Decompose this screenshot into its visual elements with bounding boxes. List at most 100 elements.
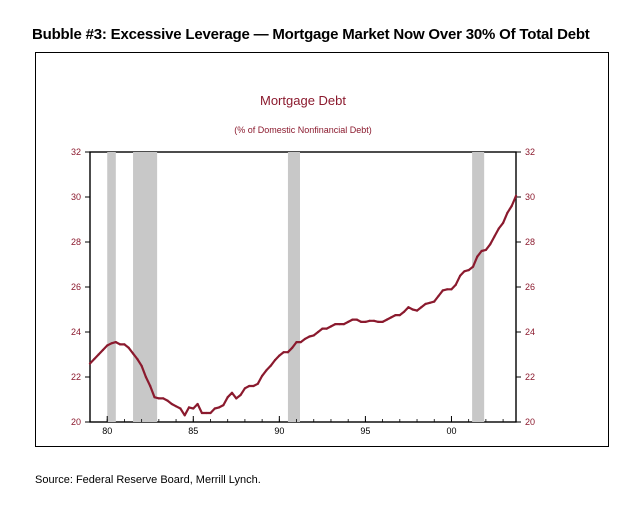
data-point [308, 335, 311, 338]
data-point [317, 330, 320, 334]
recession-band [107, 152, 116, 422]
data-point [299, 341, 302, 344]
data-point [347, 320, 350, 323]
data-point [162, 397, 165, 400]
axes: 20 20 22 22 24 24 26 26 28 28 30 30 32 32 80 85 90 95 00 [71, 147, 535, 436]
data-point [218, 406, 221, 409]
data-point [243, 387, 246, 390]
y-tick-label-left: 24 [71, 327, 81, 337]
data-point [187, 406, 191, 409]
data-point [420, 306, 423, 309]
data-point [88, 362, 92, 365]
data-point [390, 316, 393, 319]
data-point [441, 289, 444, 292]
data-point [269, 364, 272, 367]
y-tick-label-left: 22 [71, 372, 81, 382]
data-point [381, 320, 384, 323]
data-point [235, 397, 238, 400]
data-point [433, 300, 436, 303]
data-point [291, 346, 294, 349]
data-point [403, 310, 406, 313]
data-point [183, 414, 186, 417]
data-point [282, 351, 285, 354]
data-point [493, 235, 496, 238]
page-title: Bubble #3: Excessive Leverage — Mortgage… [32, 26, 590, 43]
chart-subtitle: (% of Domestic Nonfinancial Debt) [234, 125, 372, 135]
data-point [514, 194, 518, 197]
data-point [175, 405, 178, 408]
y-tick-label-left: 20 [71, 417, 81, 427]
data-point [510, 204, 513, 208]
data-point [385, 318, 388, 321]
data-point [476, 255, 479, 258]
data-point [114, 341, 117, 344]
y-tick-label-left: 30 [71, 192, 81, 202]
y-tick-label-right: 30 [525, 192, 535, 202]
data-point [286, 351, 289, 354]
data-point [144, 375, 147, 379]
data-point [131, 352, 135, 355]
data-point [273, 359, 277, 362]
data-point [454, 283, 457, 286]
mortgage-debt-chart: Mortgage Debt (% of Domestic Nonfinancia… [71, 93, 535, 436]
series-layer [88, 194, 518, 417]
y-tick-label-left: 26 [71, 282, 81, 292]
data-point [170, 402, 173, 406]
data-point [437, 294, 440, 298]
data-point [230, 391, 234, 394]
y-tick-label-right: 28 [525, 237, 535, 247]
data-point [278, 354, 281, 357]
data-point [372, 319, 376, 322]
data-point [463, 270, 466, 273]
recession-bands [107, 152, 485, 422]
data-point [312, 334, 315, 337]
recession-band [287, 152, 300, 422]
data-point [252, 384, 255, 388]
data-point [127, 346, 130, 349]
data-point [329, 325, 333, 328]
x-tick-label: 80 [102, 426, 112, 436]
data-point [334, 323, 337, 326]
data-point [368, 319, 371, 322]
data-point [209, 411, 212, 415]
data-point [93, 357, 96, 361]
data-point [325, 327, 328, 330]
data-point [179, 407, 182, 410]
data-point [256, 382, 259, 385]
y-tick-label-left: 28 [71, 237, 81, 247]
data-point [502, 221, 505, 224]
data-point [467, 269, 470, 272]
data-point [428, 301, 431, 304]
data-point [136, 357, 139, 361]
data-point [213, 407, 216, 410]
data-point [149, 384, 152, 388]
data-point [415, 309, 419, 312]
data-point [459, 274, 462, 277]
data-point [338, 323, 341, 326]
recession-band [133, 152, 158, 422]
data-point [248, 384, 251, 388]
data-point [304, 337, 307, 340]
data-point [360, 320, 363, 323]
data-point [321, 327, 324, 330]
x-tick-label: 95 [360, 426, 370, 436]
data-point [157, 397, 160, 400]
data-point [489, 243, 492, 246]
data-point [355, 318, 358, 321]
data-point [342, 323, 345, 326]
y-tick-label-left: 32 [71, 147, 81, 157]
data-point [196, 402, 199, 406]
y-tick-label-right: 24 [525, 327, 535, 337]
y-tick-label-right: 22 [525, 372, 535, 382]
data-point [480, 249, 483, 253]
data-point [97, 353, 100, 356]
data-point [446, 288, 449, 291]
data-point [106, 344, 109, 347]
data-point [398, 314, 401, 317]
data-point [192, 407, 195, 410]
y-tick-label-right: 20 [525, 417, 535, 427]
data-point [484, 248, 487, 251]
data-point [101, 348, 104, 352]
data-point [265, 369, 268, 372]
data-point [140, 364, 143, 367]
